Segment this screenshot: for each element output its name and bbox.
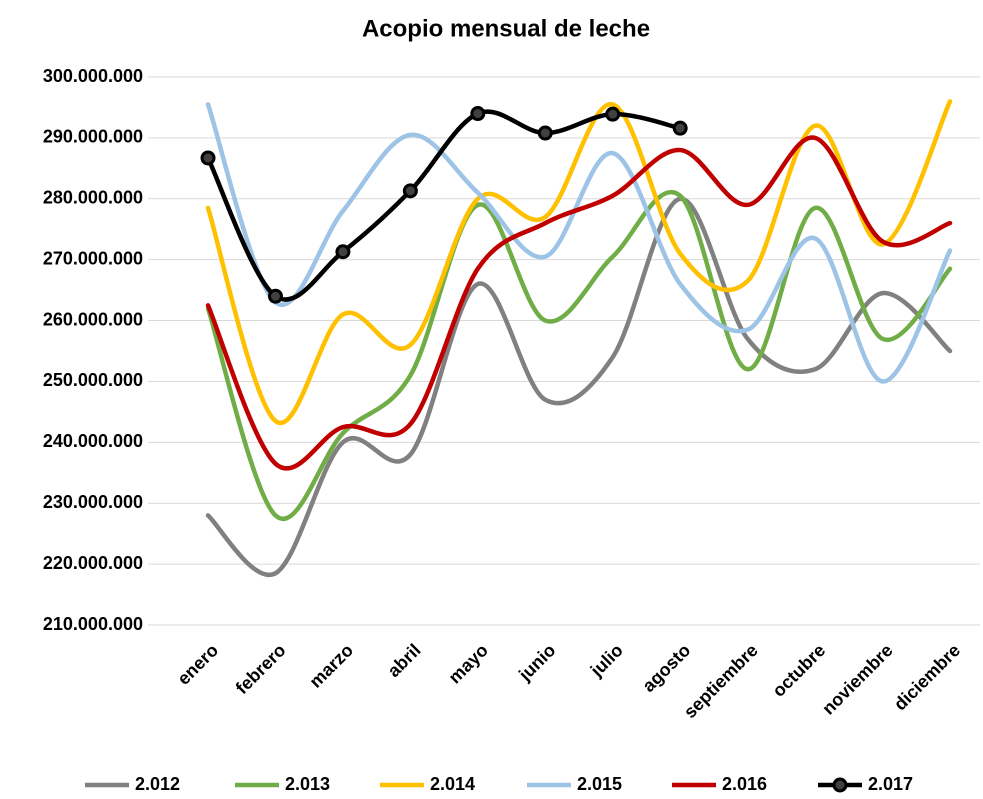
- x-tick-label: abril: [384, 640, 425, 681]
- y-tick-label: 230.000.000: [43, 492, 143, 512]
- y-tick-label: 220.000.000: [43, 553, 143, 573]
- x-tick-label: marzo: [305, 640, 357, 692]
- data-point: [267, 288, 283, 304]
- x-tick-label: mayo: [445, 640, 492, 687]
- x-tick-label: diciembre: [890, 640, 964, 714]
- series-line: [205, 102, 953, 384]
- data-point: [402, 183, 418, 199]
- legend-label: 2.017: [868, 774, 913, 794]
- x-tick-label: octubre: [768, 640, 829, 701]
- x-tick-label: junio: [514, 640, 559, 685]
- data-point: [605, 106, 621, 122]
- data-point: [672, 120, 688, 136]
- x-tick-label: julio: [586, 640, 627, 681]
- y-tick-label: 270.000.000: [43, 248, 143, 268]
- x-tick-label: enero: [173, 640, 222, 689]
- y-tick-label: 210.000.000: [43, 614, 143, 634]
- y-tick-label: 290.000.000: [43, 127, 143, 147]
- y-tick-label: 250.000.000: [43, 370, 143, 390]
- data-point: [335, 244, 351, 260]
- series-line: [205, 190, 953, 521]
- y-tick-label: 280.000.000: [43, 188, 143, 208]
- y-tick-label: 300.000.000: [43, 66, 143, 86]
- x-tick-label: noviembre: [818, 640, 897, 719]
- legend-label: 2.014: [430, 774, 475, 794]
- y-tick-label: 260.000.000: [43, 309, 143, 329]
- legend-label: 2.013: [285, 774, 330, 794]
- x-tick-label: febrero: [232, 640, 290, 698]
- legend-label: 2.016: [722, 774, 767, 794]
- legend-label: 2.012: [135, 774, 180, 794]
- series-line: [205, 99, 953, 426]
- y-tick-label: 240.000.000: [43, 431, 143, 451]
- legend-marker: [832, 777, 848, 793]
- legend-label: 2.015: [577, 774, 622, 794]
- chart-title: Acopio mensual de leche: [362, 15, 650, 42]
- series-line: [205, 135, 953, 471]
- data-point: [470, 106, 486, 122]
- x-tick-label: agosto: [638, 640, 694, 696]
- data-point: [537, 125, 553, 141]
- data-point: [200, 150, 216, 166]
- series-line: [205, 196, 953, 578]
